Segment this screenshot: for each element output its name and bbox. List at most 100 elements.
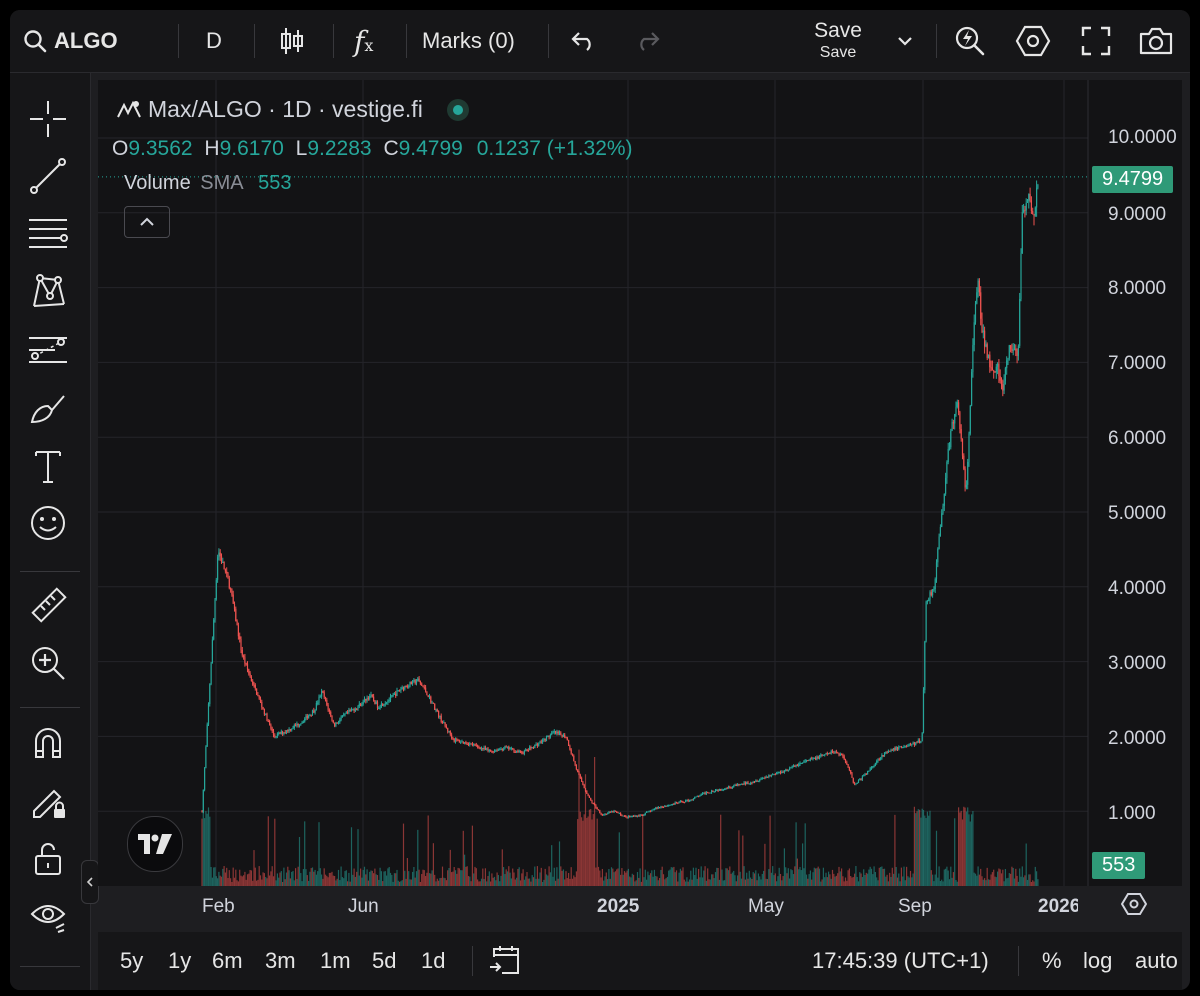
candle-body [597, 809, 600, 811]
candle-body [289, 728, 291, 731]
quick-search-button[interactable] [953, 10, 987, 72]
candle-body [283, 732, 285, 734]
candle-body [902, 747, 904, 749]
volume-bar [748, 870, 750, 886]
brush-tool-button[interactable] [28, 388, 68, 428]
volume-bar [253, 850, 255, 886]
volume-bar [746, 872, 748, 886]
candle-body [648, 811, 650, 813]
tradingview-logo[interactable] [127, 816, 183, 872]
range-button-1d[interactable]: 1d [421, 948, 446, 973]
chart-pane[interactable]: Max/ALGO · 1D · vestige.fi O9.3562 H9.61… [98, 80, 1182, 886]
candle-body [382, 703, 384, 706]
chart-type-button[interactable] [278, 10, 306, 72]
range-button-3m[interactable]: 3m [265, 948, 296, 973]
volume-bar [289, 878, 291, 886]
range-button-1m[interactable]: 1m [320, 948, 351, 973]
volume-bar [271, 866, 273, 886]
candle-body [631, 815, 633, 817]
auto-toggle[interactable]: auto [1135, 948, 1178, 973]
log-toggle[interactable]: log [1083, 948, 1113, 973]
volume-bar [282, 881, 284, 886]
volume-bar [883, 868, 886, 886]
emoji-tool-button[interactable] [28, 503, 68, 543]
text-tool-button[interactable] [28, 446, 68, 486]
fib-tool-button[interactable] [28, 214, 68, 254]
volume-bar [841, 868, 843, 886]
volume-bar [894, 814, 896, 886]
candle-body [448, 731, 450, 733]
volume-bar [456, 873, 458, 886]
candle-body [569, 745, 571, 750]
indicators-button[interactable]: fx [354, 10, 373, 72]
candle-body [256, 688, 258, 695]
candle-body [686, 799, 688, 801]
axis-settings-button[interactable] [1121, 892, 1147, 916]
volume-bar [792, 874, 795, 886]
save-sublabel: Save [819, 44, 857, 61]
goto-date-button[interactable] [488, 932, 522, 990]
candle-body [765, 776, 767, 779]
candle-body [838, 752, 840, 756]
volume-legend[interactable]: Volume SMA 553 [124, 172, 291, 195]
collapse-legend-button[interactable] [124, 206, 170, 238]
undo-button[interactable] [570, 10, 598, 72]
screenshot-button[interactable] [1138, 10, 1174, 72]
candle-body [982, 330, 984, 333]
last-price-badge: 9.4799 [1092, 166, 1174, 193]
candle-body [361, 704, 363, 707]
prediction-tool-button[interactable] [28, 330, 68, 370]
fullscreen-button[interactable] [1081, 10, 1111, 72]
candle-body [751, 782, 753, 784]
volume-bar [202, 809, 204, 886]
candle-body [1023, 209, 1025, 213]
magnet-tool-button[interactable] [28, 723, 68, 763]
pattern-tool-button[interactable] [28, 272, 68, 312]
volume-bar [451, 872, 453, 886]
save-button[interactable]: Save Save [800, 10, 876, 72]
price-chart[interactable] [98, 80, 1182, 886]
candle-body [976, 292, 978, 304]
marks-button[interactable]: Marks (0) [422, 28, 515, 53]
unlock-button[interactable] [28, 838, 68, 878]
volume-bar [508, 866, 510, 886]
candle-body [1012, 349, 1014, 351]
percent-toggle[interactable]: % [1042, 948, 1062, 973]
interval-button[interactable]: D [206, 28, 222, 53]
candle-body [712, 790, 714, 792]
trend-line-tool-button[interactable] [28, 156, 68, 196]
crosshair-tool-button[interactable] [28, 99, 68, 139]
range-button-5d[interactable]: 5d [372, 948, 397, 973]
hide-drawings-button[interactable] [28, 896, 68, 936]
clock-display[interactable]: 17:45:39 (UTC+1) [812, 948, 989, 973]
volume-bar [492, 877, 494, 886]
candle-body [224, 569, 226, 572]
volume-bar [521, 873, 523, 886]
candle-body [804, 760, 806, 762]
volume-bar [1016, 875, 1018, 886]
candle-body [405, 686, 407, 688]
range-button-5y[interactable]: 5y [120, 948, 144, 973]
chart-legend-title[interactable]: Max/ALGO · 1D · vestige.fi [116, 96, 469, 123]
settings-button[interactable] [1015, 10, 1051, 72]
volume-bar [374, 868, 376, 886]
candle-body [352, 709, 354, 711]
candle-body [496, 750, 498, 752]
candle-body [461, 741, 463, 743]
symbol-search-button[interactable]: ALGO [22, 10, 118, 72]
candle-body [209, 684, 211, 704]
candle-body [833, 752, 835, 754]
range-button-1y[interactable]: 1y [168, 948, 192, 973]
lock-drawings-button[interactable] [28, 781, 68, 821]
volume-bar [217, 878, 219, 886]
ruler-tool-button[interactable] [28, 585, 68, 625]
candle-body [1004, 368, 1006, 381]
redo-button[interactable] [633, 10, 661, 72]
zoom-in-tool-button[interactable] [28, 643, 68, 683]
range-button-6m[interactable]: 6m [212, 948, 243, 973]
volume-bar [977, 866, 979, 886]
sidebar-collapse-handle[interactable] [81, 860, 99, 904]
candle-body [486, 748, 488, 750]
candle-body [505, 746, 507, 748]
save-menu-button[interactable] [896, 10, 914, 72]
